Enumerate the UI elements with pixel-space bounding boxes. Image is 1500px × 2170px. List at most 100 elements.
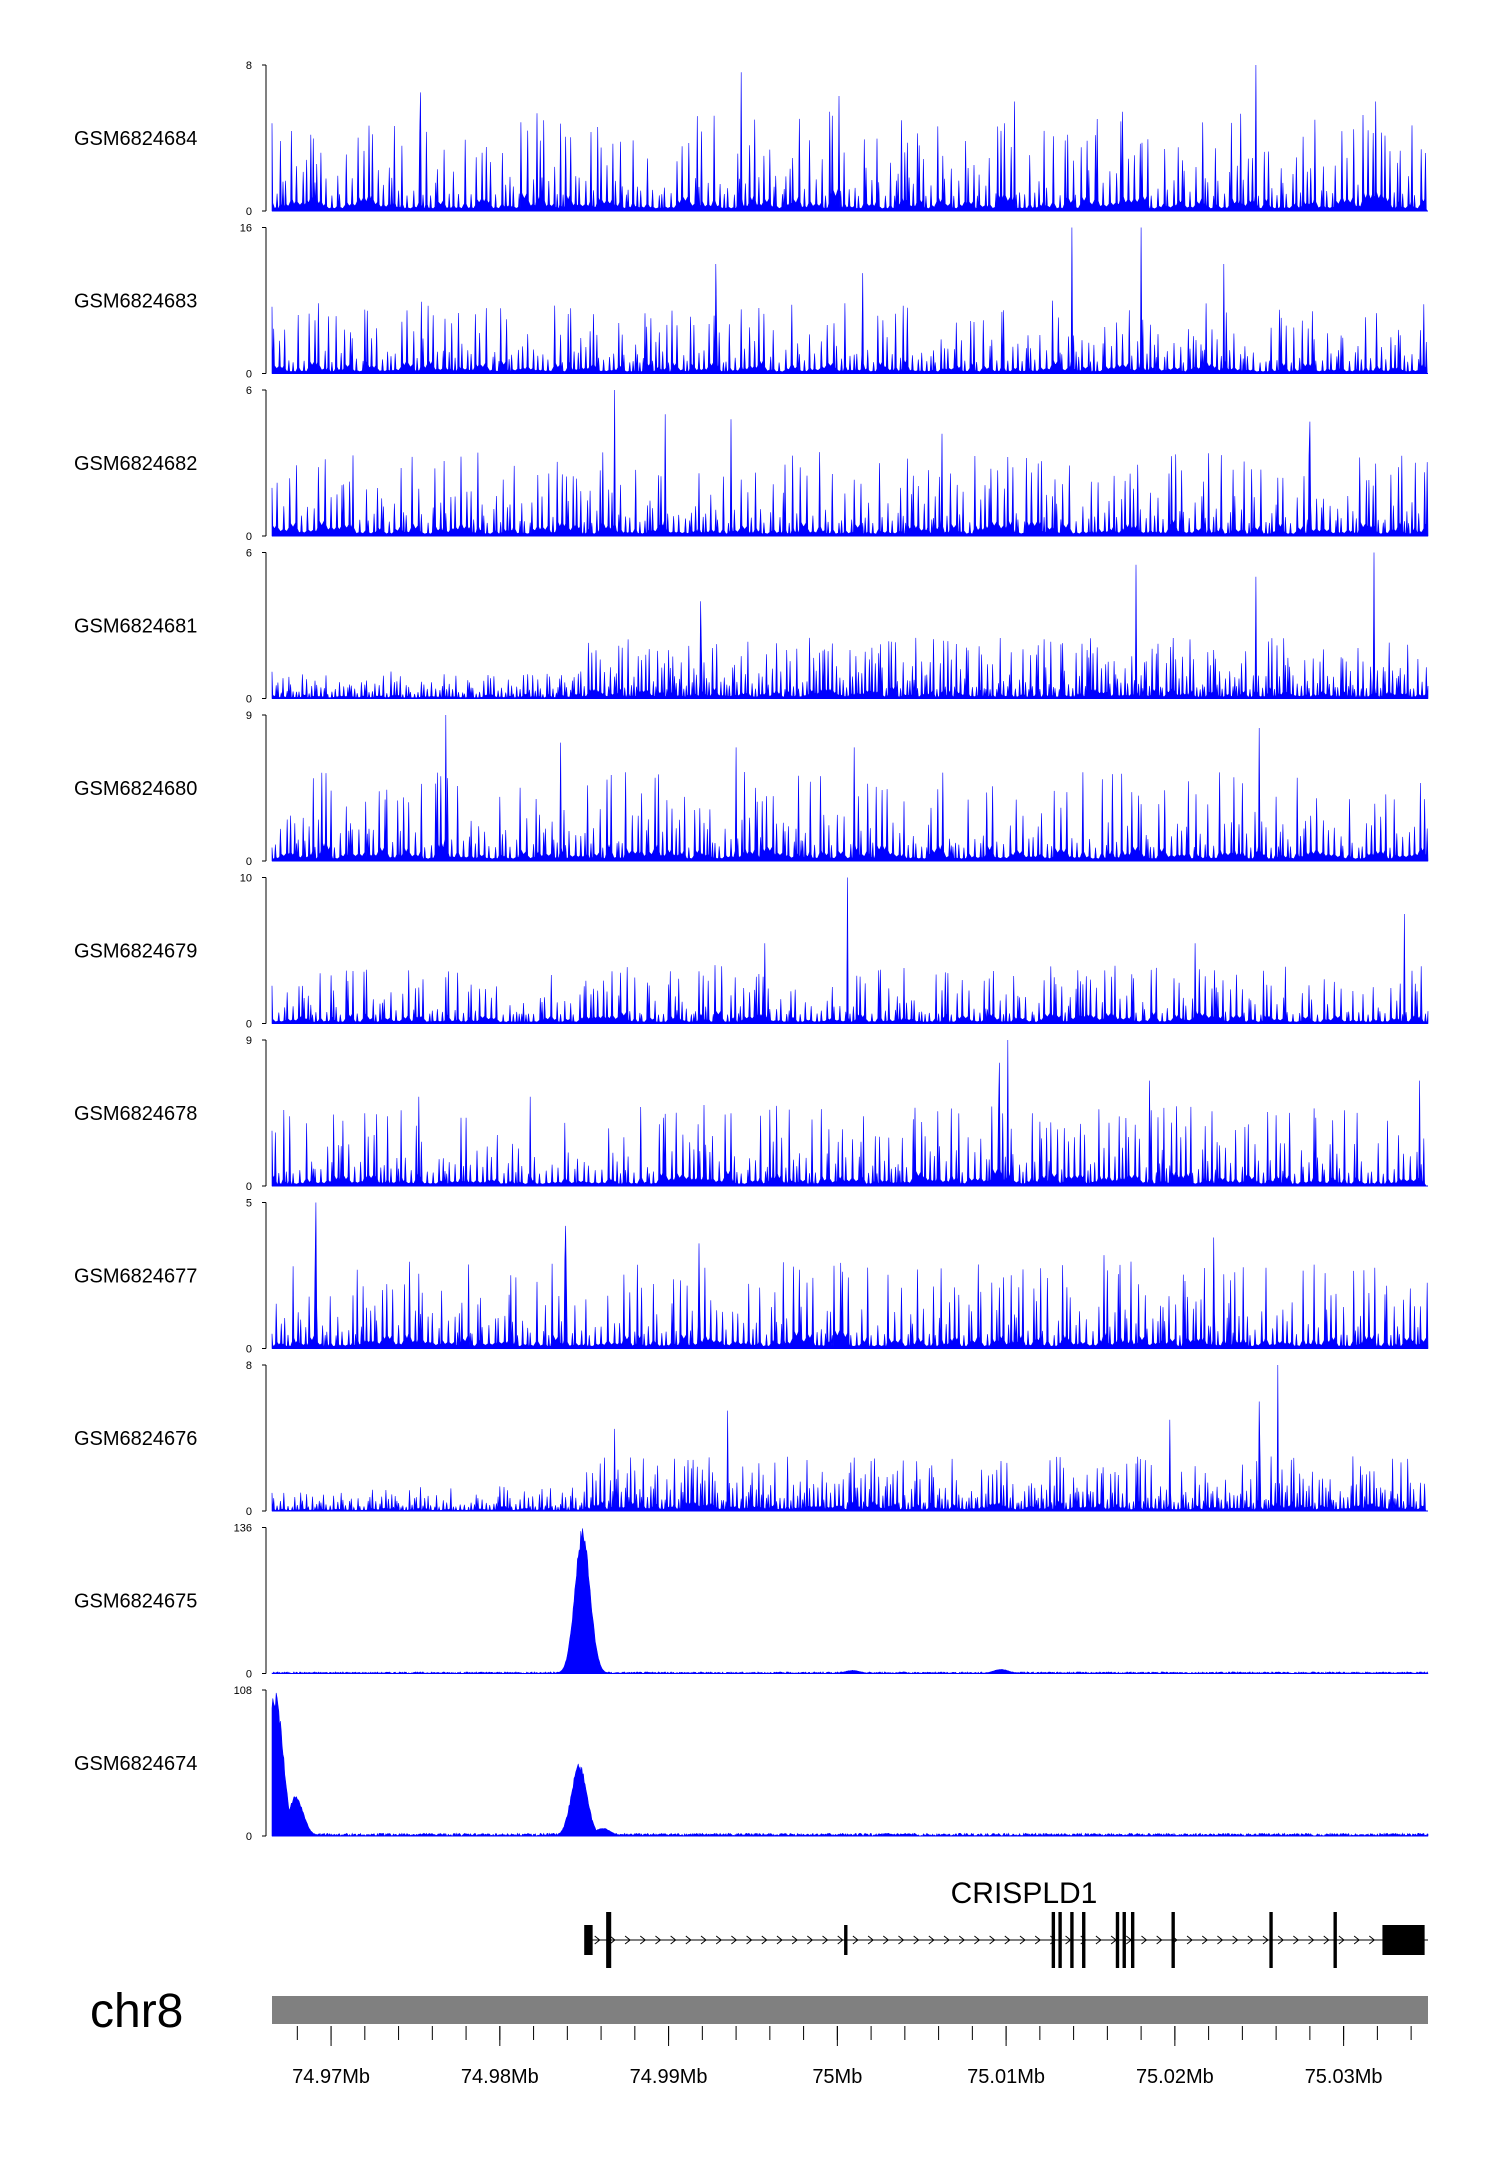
gene-label: CRISPLD1 <box>951 1877 1098 1910</box>
track-name: GSM6824679 <box>74 941 197 963</box>
y-min-label: 0 <box>246 369 252 381</box>
strand-arrow <box>974 1935 981 1945</box>
strand-arrow <box>1141 1935 1148 1945</box>
strand-arrow <box>958 1935 966 1945</box>
strand-arrow <box>837 1935 844 1945</box>
track-GSM6824684: GSM6824684 8 0 <box>74 60 1428 218</box>
y-min-label: 0 <box>246 1019 252 1031</box>
strand-arrow <box>594 1935 601 1945</box>
tick-label: 74.99Mb <box>630 2066 708 2088</box>
strand-arrow <box>776 1935 783 1945</box>
strand-arrow <box>1201 1935 1209 1945</box>
chromosome-axis: chr8 74.97Mb 74.98Mb 74.99Mb 75Mb 75.01Mb 75.… <box>90 1985 1428 2088</box>
track-name: GSM6824680 <box>74 778 197 800</box>
y-max-label: 6 <box>246 385 252 397</box>
exon <box>1070 1912 1074 1968</box>
strand-arrow <box>1293 1935 1300 1945</box>
track-name: GSM6824676 <box>74 1428 197 1450</box>
coverage-tracks: GSM682468480GSM6824683160GSM682468260GSM… <box>74 60 1429 1843</box>
coverage-area <box>271 552 1429 699</box>
strand-arrow <box>1095 1935 1102 1945</box>
strand-arrow <box>1232 1935 1239 1945</box>
y-min-label: 0 <box>246 1669 252 1681</box>
track-GSM6824675: GSM6824675 136 0 <box>74 1523 1429 1681</box>
strand-arrow <box>1368 1935 1376 1945</box>
exon <box>1115 1912 1120 1968</box>
strand-arrow <box>746 1935 753 1945</box>
strand-arrow <box>1338 1935 1345 1945</box>
y-min-label: 0 <box>246 531 252 543</box>
track-GSM6824677: GSM6824677 5 0 <box>74 1198 1429 1356</box>
strand-arrow <box>715 1935 723 1945</box>
exon <box>1051 1912 1056 1968</box>
strand-arrow <box>898 1935 905 1945</box>
track-GSM6824680: GSM6824680 9 0 <box>74 710 1429 868</box>
coverage-area <box>271 1528 1429 1675</box>
strand-arrow <box>685 1935 692 1945</box>
exon <box>1269 1912 1273 1968</box>
strand-arrow <box>1323 1935 1330 1945</box>
y-min-label: 0 <box>246 1506 252 1518</box>
strand-arrow <box>639 1935 647 1945</box>
strand-arrow <box>913 1935 920 1945</box>
strand-arrow <box>928 1935 935 1945</box>
strand-arrow <box>655 1935 662 1945</box>
strand-arrow <box>761 1935 768 1945</box>
strand-arrow <box>791 1935 798 1945</box>
exon <box>1122 1912 1126 1968</box>
coverage-area <box>271 64 1428 212</box>
track-name: GSM6824675 <box>74 1591 197 1613</box>
strand-arrow <box>1186 1935 1193 1945</box>
y-max-label: 8 <box>246 60 252 72</box>
track-name: GSM6824678 <box>74 1103 197 1125</box>
strand-arrow <box>822 1935 829 1945</box>
exon <box>1333 1912 1337 1968</box>
exon <box>1058 1912 1062 1968</box>
track-name: GSM6824681 <box>74 616 197 638</box>
coverage-area <box>271 389 1429 537</box>
y-max-label: 16 <box>240 223 252 235</box>
tick-label: 75Mb <box>812 2066 862 2088</box>
track-GSM6824676: GSM6824676 8 0 <box>74 1360 1428 1518</box>
exon <box>1130 1912 1135 1968</box>
coverage-area <box>271 714 1429 862</box>
strand-arrow <box>731 1935 738 1945</box>
track-name: GSM6824682 <box>74 453 197 475</box>
track-name: GSM6824677 <box>74 1266 197 1288</box>
chromosome-bar <box>272 1996 1428 2024</box>
track-name: GSM6824684 <box>74 128 197 150</box>
y-max-label: 108 <box>234 1685 252 1697</box>
track-GSM6824678: GSM6824678 9 0 <box>74 1035 1428 1193</box>
y-min-label: 0 <box>246 694 252 706</box>
tick-label: 75.02Mb <box>1136 2066 1214 2088</box>
strand-arrow <box>1308 1935 1315 1945</box>
exon <box>844 1925 848 1955</box>
chromosome-label: chr8 <box>90 1985 183 2038</box>
coverage-area <box>271 1364 1428 1512</box>
strand-arrow <box>1034 1935 1041 1945</box>
strand-arrow <box>852 1935 859 1945</box>
track-GSM6824674: GSM6824674 108 0 <box>74 1685 1429 1843</box>
track-GSM6824682: GSM6824682 6 0 <box>74 385 1429 543</box>
exon <box>1171 1912 1175 1968</box>
strand-arrow <box>1004 1935 1011 1945</box>
y-max-label: 5 <box>246 1198 252 1210</box>
coverage-area <box>271 1202 1429 1349</box>
strand-arrow <box>882 1935 890 1945</box>
tick-label: 75.01Mb <box>967 2066 1045 2088</box>
y-min-label: 0 <box>246 206 252 218</box>
strand-arrow <box>670 1935 677 1945</box>
strand-arrow <box>700 1935 707 1945</box>
y-max-label: 136 <box>234 1523 252 1535</box>
exon <box>1082 1912 1086 1968</box>
strand-arrow <box>1217 1935 1224 1945</box>
tick-label: 74.97Mb <box>292 2066 370 2088</box>
strand-arrow <box>807 1935 814 1945</box>
y-max-label: 10 <box>240 873 252 885</box>
strand-arrow <box>989 1935 996 1945</box>
strand-arrow <box>609 1935 616 1945</box>
track-name: GSM6824674 <box>74 1753 197 1775</box>
track-GSM6824681: GSM6824681 6 0 <box>74 548 1429 706</box>
exon <box>606 1912 612 1968</box>
strand-arrow <box>1019 1935 1026 1945</box>
